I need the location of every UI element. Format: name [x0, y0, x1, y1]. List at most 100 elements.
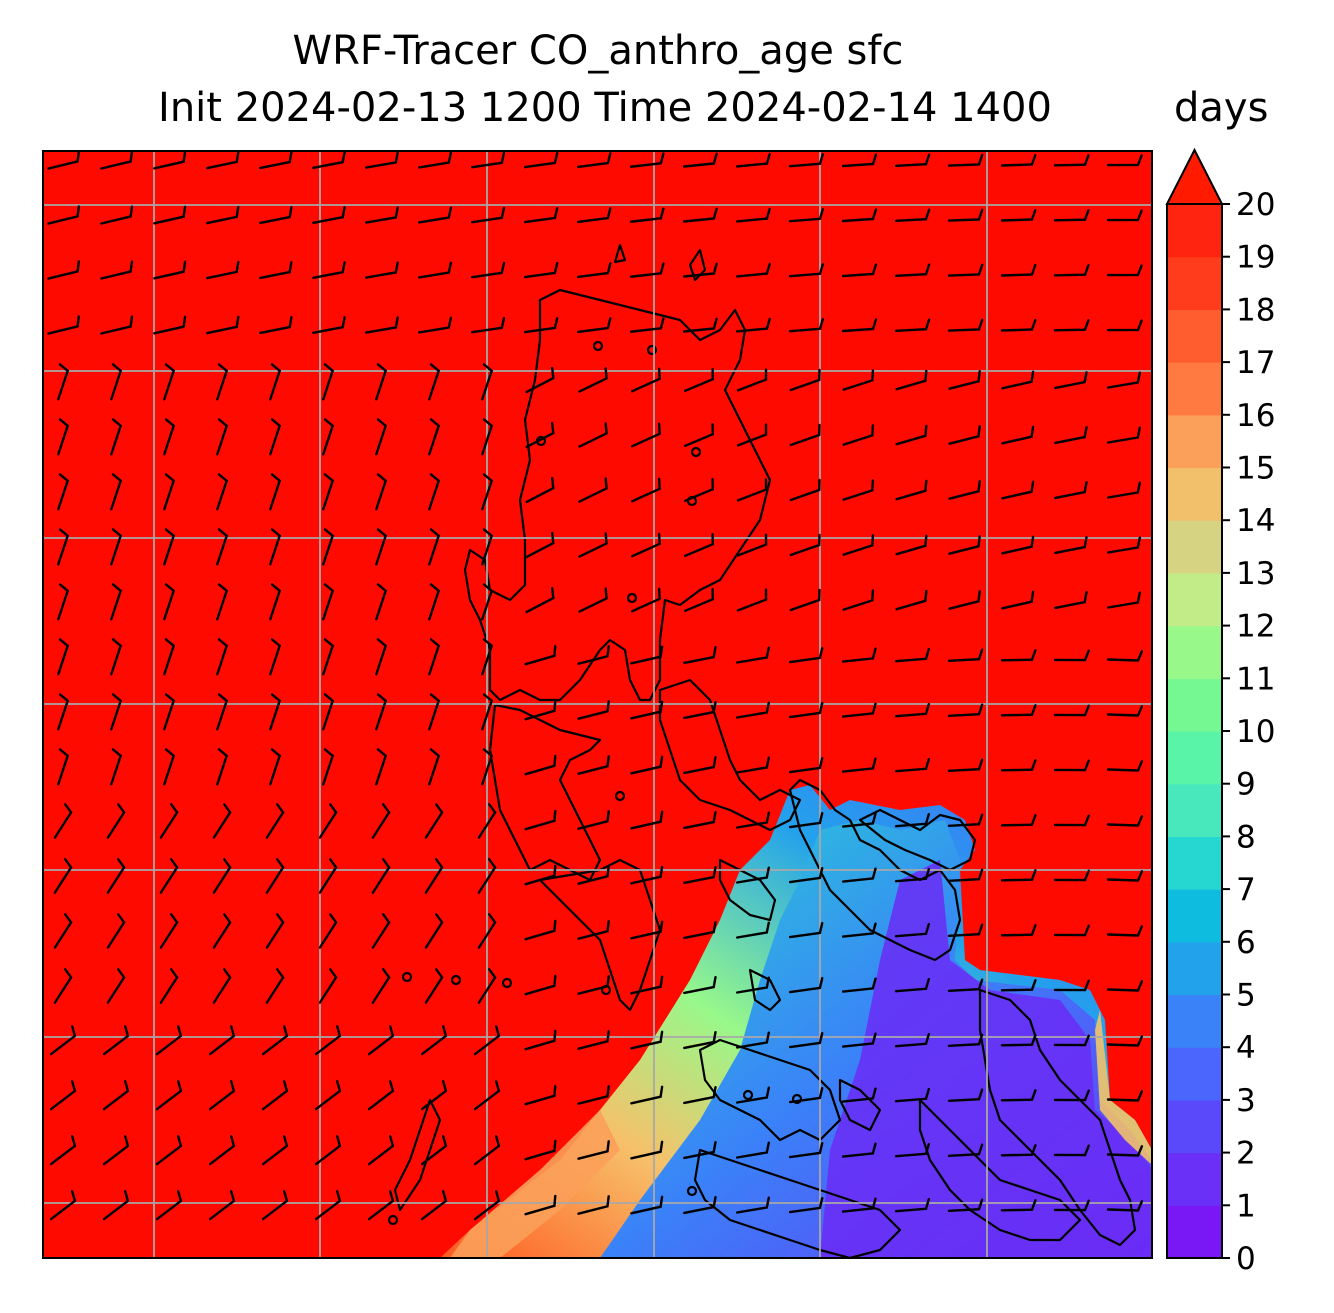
wind-barb [428, 473, 441, 511]
wind-barb [322, 528, 335, 566]
wind-barb [577, 700, 610, 720]
wind-barb [365, 151, 399, 169]
wind-barb [525, 586, 555, 614]
wind-barb [420, 1080, 448, 1111]
wind-barb [110, 748, 123, 786]
wind-barb [481, 693, 494, 731]
wind-barb [894, 978, 930, 993]
colorbar-segment [1167, 1099, 1222, 1154]
wind-barb [110, 528, 123, 566]
wind-barb [1106, 209, 1143, 222]
wind-barb [312, 151, 346, 169]
wind-barb [1000, 979, 1037, 992]
wind-barb [473, 1080, 501, 1111]
wind-barb [1053, 1034, 1090, 1047]
wind-barb [576, 152, 612, 169]
wind-barb [789, 423, 821, 447]
wind-barb [788, 1197, 824, 1214]
wind-barb [216, 583, 229, 621]
wind-barb [110, 638, 123, 676]
wind-barb [788, 702, 824, 719]
wind-barb [375, 528, 388, 566]
wind-barb [49, 1080, 77, 1111]
wind-barb [312, 316, 346, 334]
wind-barb [1053, 209, 1090, 222]
wind-barb [523, 152, 559, 169]
wind-barb [524, 754, 557, 776]
wind-barb [788, 977, 824, 994]
wind-barb [577, 865, 610, 885]
wind-barb [322, 363, 335, 401]
wind-barb [155, 1135, 183, 1166]
wind-barb [684, 478, 715, 502]
colorbar-tick-label: 5 [1236, 978, 1256, 1014]
wind-barb [261, 1080, 289, 1111]
wind-barb [473, 1135, 501, 1166]
wind-barb [110, 693, 123, 731]
wind-barb [736, 811, 770, 829]
wind-barb [683, 866, 717, 885]
wind-barb [424, 858, 444, 894]
wind-barb [163, 473, 176, 511]
wind-barb [159, 803, 179, 839]
wind-barb [947, 153, 984, 167]
wind-barb [1106, 980, 1144, 992]
wind-barb [477, 968, 497, 1004]
wind-barb [1000, 1144, 1037, 1157]
wind-barb [736, 1086, 770, 1104]
wind-barb [1053, 924, 1090, 937]
wind-barb [163, 528, 176, 566]
wind-barb [947, 1143, 984, 1157]
wind-barb [1000, 869, 1037, 882]
wind-barb [110, 583, 123, 621]
wind-barb [269, 418, 282, 456]
wind-barb [1107, 536, 1141, 554]
wind-barb [683, 646, 717, 665]
wind-barb [841, 263, 878, 278]
map-field [43, 151, 1152, 1258]
wind-barb [163, 363, 176, 401]
wind-barb [259, 151, 293, 170]
wind-barb [894, 263, 931, 277]
wind-barb [578, 367, 608, 393]
wind-barb [1106, 760, 1144, 772]
colorbar-segment [1167, 414, 1222, 469]
wind-barb [428, 748, 441, 786]
wind-barb [375, 748, 388, 786]
wind-barb [577, 1085, 610, 1105]
wind-barb [155, 1025, 183, 1056]
wind-barb [367, 1080, 395, 1111]
colorbar-tick-label: 17 [1236, 345, 1275, 381]
wind-barb [948, 370, 981, 390]
wind-barb [1001, 370, 1035, 390]
wind-barb [894, 1143, 930, 1158]
wind-barb [894, 318, 931, 332]
wind-barb [894, 1088, 930, 1103]
wind-barb [682, 317, 718, 333]
wind-barb [630, 645, 664, 665]
wind-barb [895, 424, 928, 446]
wind-barb [947, 868, 984, 882]
wind-barb [57, 418, 70, 456]
wind-barb [47, 205, 80, 225]
wind-barb [629, 262, 665, 278]
wind-barb [477, 858, 497, 894]
wind-barb [894, 648, 930, 663]
wind-barb [265, 913, 285, 949]
colorbar-segment [1167, 731, 1222, 785]
wind-barb [318, 913, 338, 949]
wind-barb [788, 922, 824, 939]
wind-barb [314, 1080, 342, 1111]
wind-barb [842, 369, 875, 391]
wind-barb [216, 418, 229, 456]
wind-barb [265, 968, 285, 1004]
wind-barb [524, 974, 557, 996]
wind-barb [841, 812, 877, 828]
wind-barb [894, 153, 931, 167]
wind-barb [683, 1031, 717, 1050]
wind-barb [375, 638, 388, 676]
wind-barb [100, 315, 134, 335]
wind-barb [318, 803, 338, 839]
wind-barb [524, 644, 557, 666]
